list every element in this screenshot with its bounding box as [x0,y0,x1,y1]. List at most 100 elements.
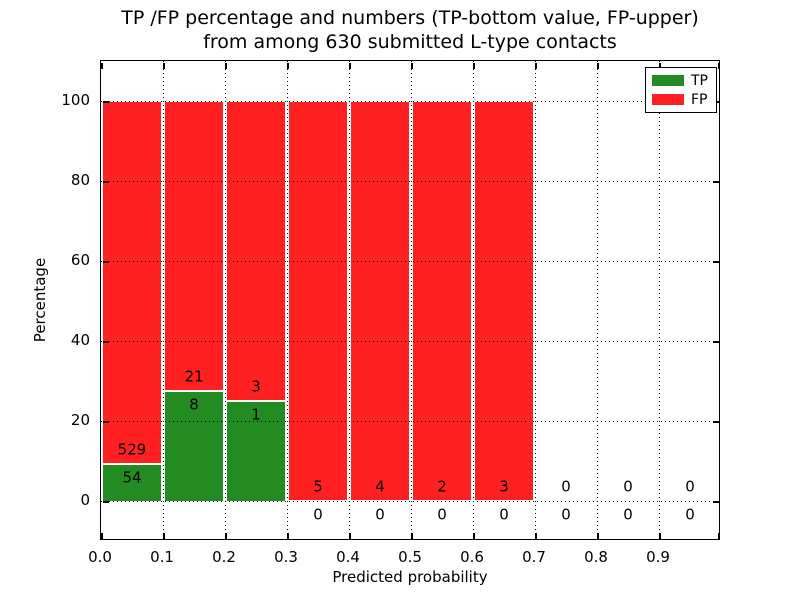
horizontal-gridline [101,181,719,182]
x-tick-mark [597,62,599,69]
fp-legend-label: FP [691,91,708,108]
x-tick-label: 0.8 [584,548,608,566]
tp-count-label: 0 [499,505,509,524]
ticks-layer [101,61,720,540]
x-tick-mark [597,533,599,540]
x-tick-mark [718,62,720,69]
fp-count-label: 0 [561,477,571,496]
tp-count-label: 0 [375,505,385,524]
x-tick-mark [659,62,661,69]
y-tick-label: 0 [80,491,90,509]
fp-bar-segment [350,101,410,501]
vertical-gridline [597,61,598,539]
y-tick-mark [713,181,720,183]
horizontal-gridline [101,101,719,102]
x-tick-mark [163,62,165,69]
fp-count-label: 5 [313,477,323,496]
fp-count-label: 21 [184,367,204,386]
tp-bar-segment [102,463,162,501]
x-tick-label: 0.1 [150,548,174,566]
tp-legend-swatch [652,75,684,86]
tp-count-label: 0 [685,505,695,524]
vertical-gridline [411,61,412,539]
legend: TP FP [645,67,717,113]
x-tick-mark [163,533,165,540]
x-tick-mark [349,533,351,540]
bar-labels-layer: 529 54 21 8 3 1 5 0 4 0 2 0 3 0 0 0 0 0 0 0 [101,61,719,539]
grid-layer [101,61,719,539]
x-tick-mark [473,533,475,540]
fp-count-label: 3 [251,377,261,396]
vertical-gridline [163,61,164,539]
fp-bar-segment [226,101,286,401]
tp-count-label: 1 [251,405,261,424]
x-tick-mark [287,533,289,540]
x-tick-mark [535,533,537,540]
y-tick-mark [102,101,109,103]
vertical-gridline [535,61,536,539]
fp-count-label: 4 [375,477,385,496]
y-tick-label: 100 [61,91,90,109]
chart-title-line2: from among 630 submitted L-type contacts [203,31,617,53]
tp-bar-segment [164,390,224,501]
fp-count-label: 2 [437,477,447,496]
x-tick-mark [225,62,227,69]
x-tick-mark [411,62,413,69]
tp-bar-segment [226,401,286,501]
vertical-gridline [473,61,474,539]
x-tick-mark [287,62,289,69]
vertical-gridline [349,61,350,539]
fp-bar-segment [288,101,348,501]
y-tick-mark [713,261,720,263]
y-tick-mark [102,181,109,183]
x-tick-label: 0.6 [460,548,484,566]
plot-area: 529 54 21 8 3 1 5 0 4 0 2 0 3 0 0 0 0 0 0 0 [100,60,720,540]
tp-count-label: 8 [189,395,199,414]
fp-bar-segment [102,101,162,464]
x-tick-label: 0.4 [336,548,360,566]
x-tick-mark [225,533,227,540]
fp-count-label: 0 [685,477,695,496]
tp-count-label: 0 [561,505,571,524]
y-tick-label: 20 [70,411,90,429]
fp-bar-segment [412,101,472,501]
x-tick-mark [101,533,103,540]
x-tick-label: 0.9 [646,548,670,566]
x-tick-label: 0.5 [398,548,422,566]
x-tick-label: 0.3 [274,548,298,566]
y-tick-mark [713,341,720,343]
x-tick-label: 0.0 [88,548,112,566]
horizontal-gridline [101,501,719,502]
chart-title-line1: TP /FP percentage and numbers (TP-bottom… [121,7,699,29]
y-tick-label: 60 [70,251,90,269]
y-tick-mark [713,421,720,423]
vertical-gridline [225,61,226,539]
horizontal-gridline [101,261,719,262]
x-axis-label: Predicted probability [332,568,488,586]
fp-bar-segment [474,101,534,501]
fp-count-label: 3 [499,477,509,496]
x-tick-label: 0.2 [212,548,236,566]
y-tick-mark [102,341,109,343]
x-tick-mark [718,533,720,540]
tp-count-label: 0 [437,505,447,524]
fp-count-label: 0 [623,477,633,496]
y-tick-mark [713,501,720,503]
vertical-gridline [659,61,660,539]
y-tick-mark [102,261,109,263]
legend-item-tp: TP [652,74,710,88]
horizontal-gridline [101,421,719,422]
tp-legend-label: TP [691,72,708,89]
bars-layer [101,61,719,539]
x-tick-mark [659,533,661,540]
y-tick-label: 80 [70,171,90,189]
y-tick-mark [102,501,109,503]
vertical-gridline [287,61,288,539]
x-tick-mark [473,62,475,69]
fp-bar-segment [164,101,224,391]
tp-count-label: 0 [623,505,633,524]
x-tick-mark [101,62,103,69]
x-tick-mark [349,62,351,69]
fp-count-label: 529 [117,440,147,459]
